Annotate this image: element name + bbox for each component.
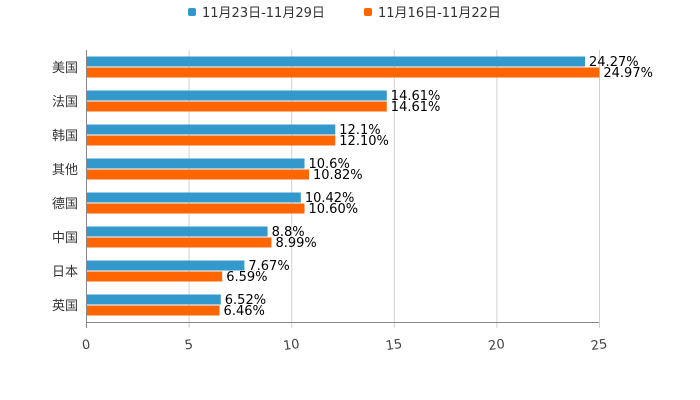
value-label: 24.97% <box>603 66 653 81</box>
x-tick-label: 5 <box>184 337 194 353</box>
bar-series-1[interactable] <box>87 305 220 316</box>
x-tick-label: 0 <box>81 337 91 353</box>
legend[interactable]: 11月23日-11月29日 11月16日-11月22日 <box>188 6 501 21</box>
value-label: 10.6% <box>309 157 350 172</box>
bar-series-0[interactable] <box>87 294 221 305</box>
bar-series-1[interactable] <box>87 101 387 112</box>
value-label: 8.99% <box>275 236 316 251</box>
value-label: 6.52% <box>225 293 266 308</box>
value-label: 10.42% <box>305 191 355 206</box>
bar-series-0[interactable] <box>87 124 336 135</box>
bar-series-1[interactable] <box>87 203 305 214</box>
value-label: 6.46% <box>224 304 265 319</box>
bar-series-0[interactable] <box>87 90 387 101</box>
category-label: 美国 <box>52 61 78 76</box>
category-label: 法国 <box>52 95 78 110</box>
bar-series-1[interactable] <box>87 169 310 180</box>
legend-label-0[interactable]: 11月23日-11月29日 <box>202 6 325 21</box>
category-label: 英国 <box>52 299 78 314</box>
bar-series-0[interactable] <box>87 158 305 169</box>
value-label: 10.82% <box>313 168 363 183</box>
category-label: 德国 <box>52 197 78 212</box>
bar-series-0[interactable] <box>87 226 268 237</box>
value-label: 10.60% <box>309 202 359 217</box>
category-label: 其他 <box>52 163 78 178</box>
bars <box>87 56 600 316</box>
x-tick-label: 10 <box>282 337 300 354</box>
value-label: 12.1% <box>339 123 380 138</box>
value-labels: 24.27%14.61%12.1%10.6%10.42%8.8%7.67%6.5… <box>224 55 653 319</box>
value-label: 14.61% <box>391 89 441 104</box>
value-label: 12.10% <box>339 134 389 149</box>
value-label: 7.67% <box>248 259 289 274</box>
bar-series-1[interactable] <box>87 135 336 146</box>
x-tick-label: 20 <box>487 337 505 354</box>
bar-series-0[interactable] <box>87 260 245 271</box>
bar-series-0[interactable] <box>87 192 301 203</box>
legend-marker-1 <box>364 8 372 16</box>
bar-series-1[interactable] <box>87 271 223 282</box>
bar-series-0[interactable] <box>87 56 586 67</box>
bar-series-1[interactable] <box>87 67 600 78</box>
category-label: 日本 <box>52 265 78 280</box>
bar-series-1[interactable] <box>87 237 272 248</box>
legend-label-1[interactable]: 11月16日-11月22日 <box>378 6 501 21</box>
legend-marker-0 <box>188 8 196 16</box>
x-tick-labels: 0 5 10 15 20 25 <box>81 337 608 354</box>
value-label: 24.27% <box>589 55 639 70</box>
x-tick-label: 15 <box>385 337 403 354</box>
value-label: 6.59% <box>226 270 267 285</box>
value-label: 8.8% <box>272 225 305 240</box>
x-tick-label: 25 <box>590 337 608 354</box>
value-label: 14.61% <box>391 100 441 115</box>
category-label: 中国 <box>52 231 78 246</box>
category-label: 韩国 <box>52 129 78 144</box>
